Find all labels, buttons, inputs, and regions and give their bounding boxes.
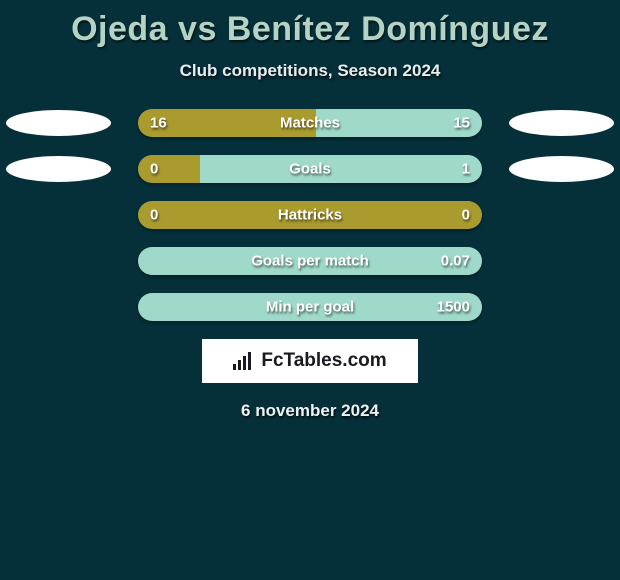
player-oval-right — [509, 156, 614, 182]
player-oval-right — [509, 110, 614, 136]
stat-label: Min per goal — [266, 299, 354, 316]
stat-label: Matches — [280, 115, 340, 132]
stat-label: Hattricks — [278, 207, 342, 224]
logo-box: FcTables.com — [202, 339, 418, 383]
stat-bar: Min per goal 1500 — [138, 293, 482, 321]
comparison-rows: 16 Matches 15 0 Goals 1 0 Hattricks 0 Goals per m… — [0, 109, 620, 321]
stat-bar: 0 Hattricks 0 — [138, 201, 482, 229]
stat-bar: 16 Matches 15 — [138, 109, 482, 137]
page-subtitle: Club competitions, Season 2024 — [0, 61, 620, 81]
right-value: 0 — [462, 207, 470, 224]
right-value: 1500 — [437, 299, 470, 316]
right-value: 0.07 — [441, 253, 470, 270]
comparison-row: Min per goal 1500 — [0, 293, 620, 321]
date-text: 6 november 2024 — [0, 401, 620, 421]
right-value: 1 — [462, 161, 470, 178]
fctables-logo: FcTables.com — [233, 350, 386, 372]
stat-label: Goals — [289, 161, 331, 178]
comparison-row: 0 Hattricks 0 — [0, 201, 620, 229]
comparison-row: Goals per match 0.07 — [0, 247, 620, 275]
comparison-row: 0 Goals 1 — [0, 155, 620, 183]
left-value: 16 — [150, 115, 167, 132]
page-title: Ojeda vs Benítez Domínguez — [0, 0, 620, 49]
comparison-row: 16 Matches 15 — [0, 109, 620, 137]
bar-right-segment — [200, 155, 482, 183]
player-oval-left — [6, 156, 111, 182]
bar-left-segment — [138, 155, 200, 183]
left-value: 0 — [150, 161, 158, 178]
stat-label: Goals per match — [251, 253, 369, 270]
logo-label: FcTables.com — [261, 350, 386, 372]
stat-bar: Goals per match 0.07 — [138, 247, 482, 275]
player-oval-left — [6, 110, 111, 136]
stat-bar: 0 Goals 1 — [138, 155, 482, 183]
right-value: 15 — [453, 115, 470, 132]
left-value: 0 — [150, 207, 158, 224]
bars-icon — [233, 352, 255, 370]
